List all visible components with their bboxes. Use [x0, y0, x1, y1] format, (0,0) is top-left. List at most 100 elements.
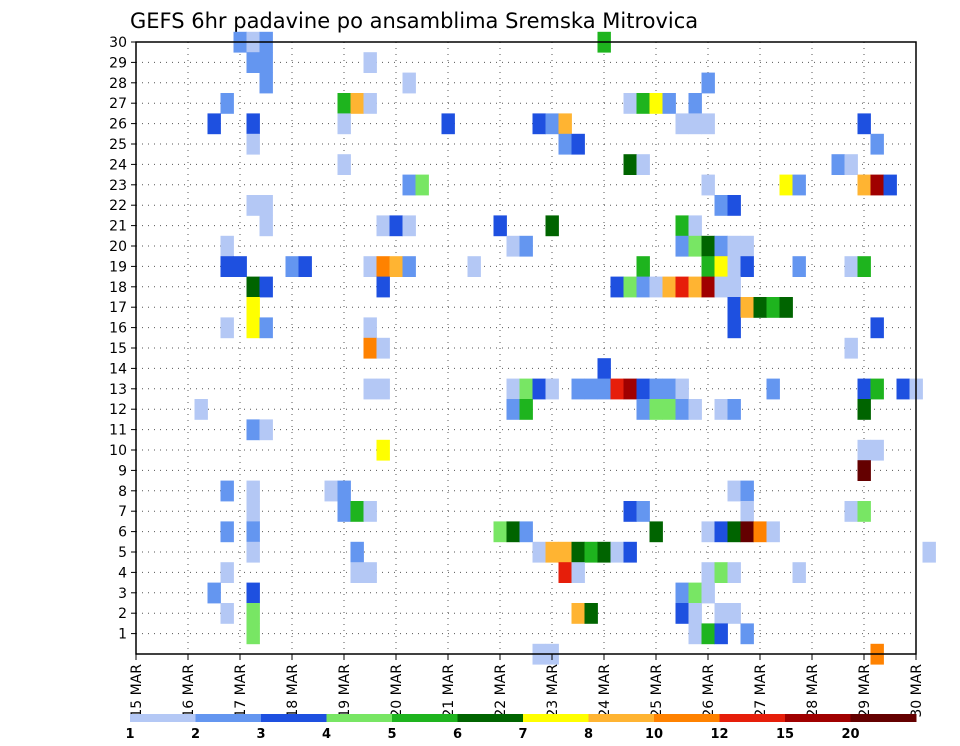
precip-cell — [636, 399, 650, 420]
precip-cell — [753, 521, 767, 543]
precip-cell — [701, 113, 715, 135]
colorbar-swatch — [523, 714, 589, 722]
precip-cell — [662, 276, 676, 298]
precip-cell — [714, 521, 728, 543]
precip-cell — [584, 541, 598, 563]
colorbar-legend: 1 2 3 4 5 6 7 8 10 12 15 20 — [125, 714, 917, 742]
precip-cell — [688, 603, 702, 624]
precip-cell — [571, 541, 585, 563]
precip-cell — [714, 256, 728, 277]
precip-cell — [714, 399, 728, 420]
precip-cell — [623, 541, 637, 563]
x-tick-label: 26 MAR — [701, 664, 717, 718]
chart-title: GEFS 6hr padavine po ansamblima Sremska … — [130, 9, 698, 33]
precip-cell — [870, 174, 884, 196]
colorbar-swatch — [326, 714, 393, 722]
precip-cell — [259, 72, 273, 94]
precip-cell — [701, 562, 715, 583]
precip-cell — [285, 256, 299, 277]
precip-cell — [857, 399, 871, 420]
y-tick-label: 16 — [109, 321, 127, 337]
precip-cell — [857, 439, 871, 461]
precip-cell — [623, 154, 637, 175]
colorbar-label: 6 — [453, 727, 462, 742]
precip-cell — [688, 235, 702, 257]
precip-cell — [350, 93, 364, 114]
precip-cell — [597, 541, 611, 563]
precip-cell — [337, 113, 351, 135]
precip-cell — [363, 317, 377, 339]
precip-cell — [246, 501, 260, 522]
colorbar-swatch — [850, 714, 917, 722]
colorbar-swatch — [457, 714, 524, 722]
colorbar-swatch — [785, 714, 851, 722]
y-tick-label: 23 — [109, 178, 127, 194]
precip-cell — [246, 541, 260, 563]
x-tick-label: 18 MAR — [285, 664, 301, 718]
precip-cell — [337, 501, 351, 522]
precip-cell — [727, 297, 741, 318]
precip-cell — [701, 72, 715, 94]
colorbar-swatch — [719, 714, 786, 722]
precip-cell — [246, 113, 260, 135]
colorbar-swatch — [130, 714, 196, 722]
precip-cell — [194, 399, 208, 420]
precip-cell — [740, 623, 754, 645]
precip-cell — [259, 419, 273, 441]
precip-cell — [246, 582, 260, 604]
precip-cell — [649, 521, 663, 543]
precip-cell — [571, 378, 585, 400]
x-tick-label: 28 MAR — [805, 664, 821, 718]
precip-cell — [740, 235, 754, 257]
precip-cell — [220, 235, 234, 257]
precip-cell — [337, 93, 351, 114]
precip-cell — [792, 256, 806, 277]
precip-cell — [792, 174, 806, 196]
precip-cell — [675, 215, 689, 237]
precip-cell — [376, 439, 390, 461]
precip-cell — [402, 72, 416, 94]
precip-cell — [376, 256, 390, 277]
y-tick-label: 20 — [109, 239, 127, 255]
x-tick-label: 25 MAR — [649, 664, 665, 718]
precip-cell — [532, 378, 546, 400]
precip-cell — [740, 256, 754, 277]
precip-cell — [441, 113, 455, 135]
precip-cell — [571, 133, 585, 155]
precip-cell — [701, 276, 715, 298]
precip-cell — [545, 541, 559, 563]
colorbar-label: 4 — [322, 727, 331, 742]
x-tick-label: 17 MAR — [233, 664, 249, 718]
precip-cell — [740, 297, 754, 318]
y-tick-label: 11 — [109, 423, 127, 439]
precip-cell — [246, 521, 260, 543]
y-tick-label: 6 — [118, 525, 127, 541]
precip-cell — [545, 378, 559, 400]
x-tick-label: 20 MAR — [389, 664, 405, 718]
precip-cell — [688, 623, 702, 645]
colorbar-swatch — [588, 714, 655, 722]
precip-cell — [376, 276, 390, 298]
precip-cell — [246, 419, 260, 441]
precip-cell — [220, 603, 234, 624]
precip-cell — [870, 317, 884, 339]
precip-cell — [727, 317, 741, 339]
y-tick-label: 13 — [109, 382, 127, 398]
precip-cell — [844, 501, 858, 522]
colorbar-label: 5 — [387, 727, 396, 742]
precip-cell — [532, 541, 546, 563]
precip-cell — [857, 174, 871, 196]
precip-cell — [649, 93, 663, 114]
y-tick-label: 19 — [109, 259, 127, 275]
precip-cell — [675, 113, 689, 135]
precip-cell — [506, 399, 520, 420]
precip-cell — [363, 501, 377, 522]
x-tick-label: 21 MAR — [441, 664, 457, 718]
precip-cell — [233, 256, 247, 277]
y-tick-label: 21 — [109, 219, 127, 235]
precip-cell — [519, 378, 533, 400]
x-tick-label: 24 MAR — [597, 664, 613, 718]
precip-cell — [714, 276, 728, 298]
precip-cell — [636, 256, 650, 277]
precip-cell — [610, 378, 624, 400]
